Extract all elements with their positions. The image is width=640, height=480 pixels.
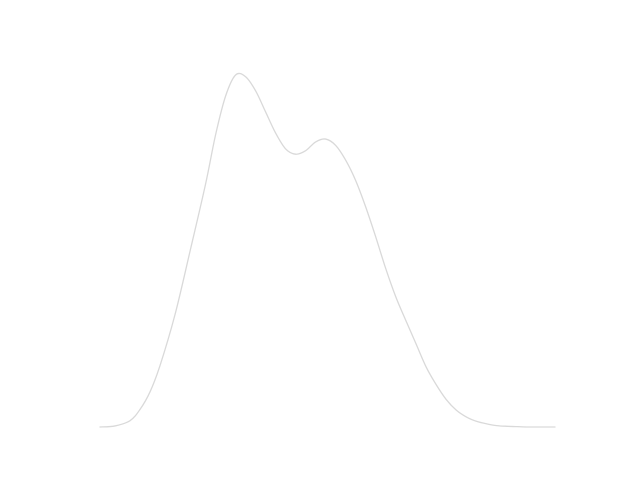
series-layer (99, 72, 556, 428)
density-curve-line (99, 72, 556, 428)
